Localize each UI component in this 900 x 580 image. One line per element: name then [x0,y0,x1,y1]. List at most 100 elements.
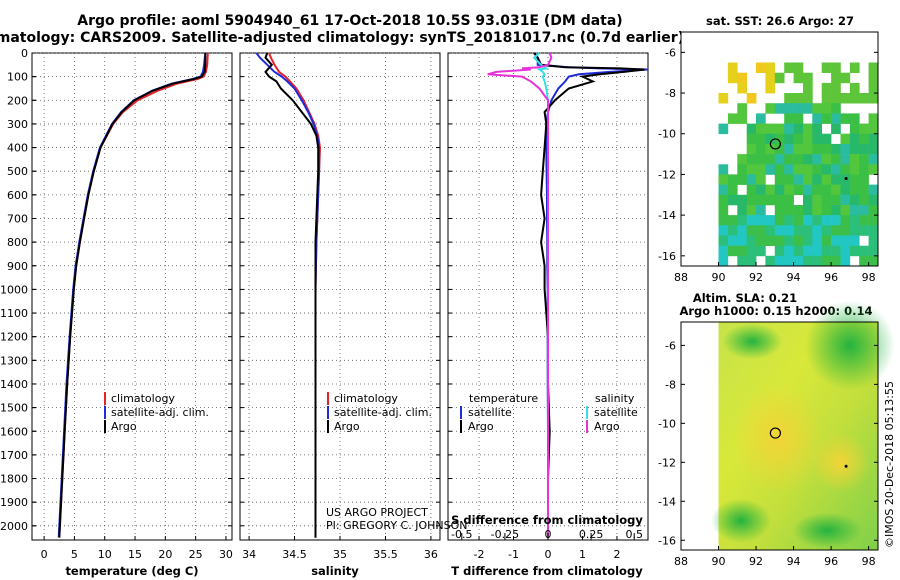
depth-tick-label: 900 [7,260,28,273]
sst-cell [803,154,813,165]
sst-cell [765,194,776,206]
series-line-satellite-adj-clim- [57,52,207,538]
sst-cell [849,133,860,145]
sst-cell [849,194,860,206]
map-y-tick-label: -10 [658,128,676,141]
map-x-tick-label: 92 [749,271,763,284]
depth-tick-label: 1100 [0,307,28,320]
sst-cell [737,215,747,226]
sst-cell [718,225,729,236]
sst-cell [803,133,813,145]
map-y-tick-label: -16 [658,534,676,547]
sst-cell [765,72,776,84]
sst-cell [774,133,785,145]
sst-cell [784,93,794,104]
sst-cell [756,245,766,257]
depth-tick-label: 500 [7,165,28,178]
sst-cell [831,143,841,155]
legend-label-climatology: climatology [334,392,398,405]
sst-cell [727,245,738,257]
sst-cell [784,133,794,145]
sst-cell [849,225,860,236]
series-line-argo [264,52,320,538]
depth-tick-label: 600 [7,189,28,202]
sst-cell [765,62,776,73]
sst-cell [718,93,729,104]
x-tick-label: 30 [219,548,233,561]
sst-cell [718,194,729,206]
sst-cell [784,143,794,155]
sst-cell [746,123,757,135]
sst-cell [868,62,879,73]
sst-cell [774,225,785,236]
sst-cell [849,215,860,226]
sst-cell [868,225,879,236]
depth-axis: 0 100 200 300 400 500 600 700 800 900 1000 1100 1200… [0,47,36,533]
sst-cell [849,62,860,73]
sst-cell [737,174,747,185]
sst-cell [868,215,879,226]
sst-cell [859,184,869,196]
sst-cell [765,154,776,165]
sst-cell [831,123,841,135]
legend-label-argo: Argo [111,420,137,433]
sst-cell [793,174,804,185]
sst-cell [737,72,747,84]
sst-cell [868,72,879,84]
sst-cell [756,194,766,206]
s-difference-label: S difference from climatology [451,513,643,527]
salinity-xlabel: salinity [311,564,359,578]
sst-cell [737,113,747,124]
depth-tick-label: 800 [7,236,28,249]
sst-cell [784,154,794,165]
x-tick-label: 0 [41,548,48,561]
series-line-t-satellite [533,52,649,538]
s-tick-label: -0.25 [491,528,519,541]
project-note: US ARGO PROJECT [326,506,428,519]
sla-field [711,300,895,550]
sla-high-anomaly [733,383,824,494]
sst-cell [727,184,738,196]
x-tick-label: 34 [242,548,256,561]
sst-cell [756,225,766,236]
map-x-tick-label: 90 [712,271,726,284]
sla-high-anomaly [810,432,871,493]
sst-cell [774,215,785,226]
salinity-legend: climatology satellite-adj. clim. Argo [327,392,432,433]
sst-cell [868,113,879,124]
sst-cell [821,113,832,124]
sst-cell [868,143,879,155]
depth-tick-label: 400 [7,142,28,155]
sst-cell [803,184,813,196]
sst-cell [774,143,785,155]
sst-cell [756,205,766,216]
sst-cell [765,255,776,267]
sst-cell [718,215,729,226]
x-tick-label: 34.5 [282,548,307,561]
sst-cell [774,205,785,216]
sst-cell [765,235,776,246]
x-tick-label: 20 [158,548,172,561]
sst-cell [821,205,832,216]
sst-cell [840,255,851,267]
sst-cell [849,113,860,124]
sst-cell [774,154,785,165]
sst-cell [803,123,813,135]
salinity-frame [239,52,441,541]
sst-cell [821,82,832,94]
sst-cell [718,245,729,257]
sst-cell [784,184,794,196]
sst-cell [774,164,785,175]
sst-cell [784,62,794,73]
sst-cell [849,82,860,94]
sst-cell [840,133,851,145]
sst-cell [821,133,832,145]
sst-cell [859,123,869,135]
x-tick-label: 35.5 [373,548,398,561]
sst-cell [718,255,729,267]
sst-cell [831,72,841,84]
sst-cell [746,154,757,165]
sst-cell [756,174,766,185]
sst-cell [718,184,729,196]
sst-cell [737,255,747,267]
